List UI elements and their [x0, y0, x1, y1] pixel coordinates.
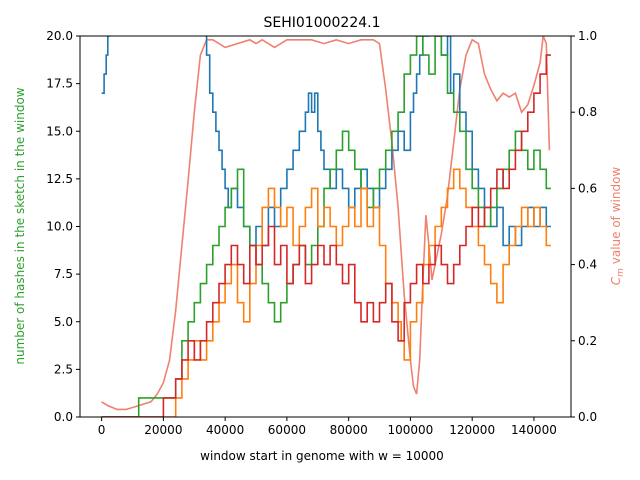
y-left-tick-label: 17.5 — [46, 77, 73, 91]
y-left-tick-label: 2.5 — [54, 362, 73, 376]
x-tick-label: 0 — [98, 423, 106, 437]
y-left-tick-label: 20.0 — [46, 29, 73, 43]
y-left-tick-label: 12.5 — [46, 172, 73, 186]
y-left-tick-label: 15.0 — [46, 124, 73, 138]
x-tick-label: 80000 — [330, 423, 368, 437]
y-left-tick-label: 7.5 — [54, 267, 73, 281]
y-right-tick-label: 0.2 — [578, 334, 597, 348]
y-right-tick-label: 0.6 — [578, 181, 597, 195]
x-tick-label: 140000 — [511, 423, 557, 437]
series-line-4 — [101, 36, 551, 411]
series-line-2 — [101, 168, 551, 417]
y-right-tick-label: 1.0 — [578, 29, 597, 43]
x-tick-label: 120000 — [449, 423, 495, 437]
series-line-0 — [101, 36, 551, 247]
x-axis-label: window start in genome with w = 10000 — [200, 449, 444, 463]
y-right-tick-label: 0.4 — [578, 258, 597, 272]
y-left-tick-label: 0.0 — [54, 410, 73, 424]
y-left-tick-label: 10.0 — [46, 220, 73, 234]
x-tick-label: 20000 — [144, 423, 182, 437]
x-tick-label: 60000 — [268, 423, 306, 437]
x-tick-label: 40000 — [206, 423, 244, 437]
axes: 0 20000 40000 60000 80000 100000 120000 140000 0… — [46, 29, 597, 437]
chart-title: SEHI01000224.1 — [263, 15, 380, 31]
y-right-tick-label: 0.8 — [578, 105, 597, 119]
plot-area — [101, 36, 551, 417]
y-axis-right-label: Cm value of window — [609, 167, 626, 286]
y-axis-left-label: number of hashes in the sketch in the wi… — [13, 87, 27, 364]
series-line-3 — [101, 54, 551, 417]
x-tick-label: 100000 — [388, 423, 434, 437]
y-left-tick-label: 5.0 — [54, 315, 73, 329]
y-right-tick-label: 0.0 — [578, 410, 597, 424]
